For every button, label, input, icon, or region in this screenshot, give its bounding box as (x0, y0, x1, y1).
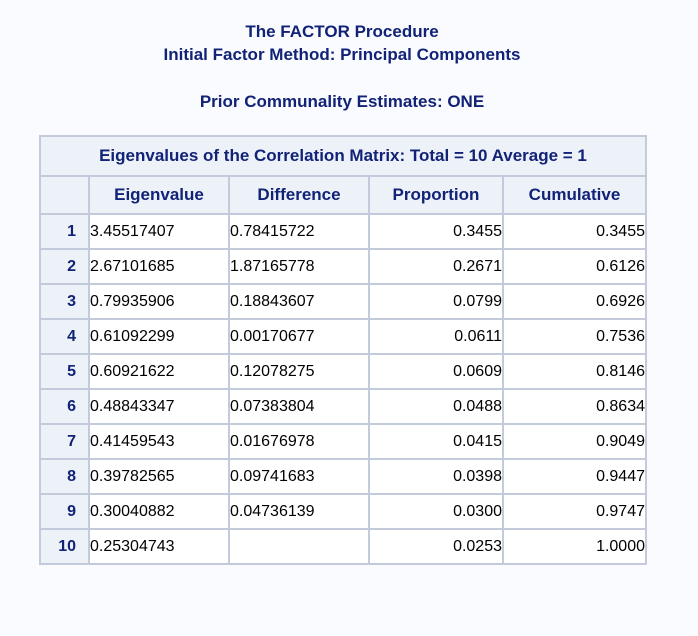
header-corner (39, 175, 90, 215)
row-number: 5 (39, 353, 90, 390)
difference-cell: 0.78415722 (228, 213, 370, 250)
difference-cell: 0.00170677 (228, 318, 370, 355)
difference-cell: 0.07383804 (228, 388, 370, 425)
header-eigenvalue: Eigenvalue (88, 175, 230, 215)
table-row: 10 0.25304743 0.0253 1.0000 (39, 528, 647, 565)
header-cumulative: Cumulative (502, 175, 647, 215)
table-row: 3 0.79935906 0.18843607 0.0799 0.6926 (39, 283, 647, 320)
cumulative-cell: 1.0000 (502, 528, 647, 565)
eigenvalue-cell: 0.79935906 (88, 283, 230, 320)
table-row: 6 0.48843347 0.07383804 0.0488 0.8634 (39, 388, 647, 425)
table-row: 4 0.61092299 0.00170677 0.0611 0.7536 (39, 318, 647, 355)
eigenvalue-cell: 0.25304743 (88, 528, 230, 565)
proportion-cell: 0.0488 (368, 388, 504, 425)
row-number: 10 (39, 528, 90, 565)
proportion-cell: 0.0253 (368, 528, 504, 565)
table-header-row: Eigenvalue Difference Proportion Cumulat… (39, 175, 647, 215)
cumulative-cell: 0.9049 (502, 423, 647, 460)
proportion-cell: 0.2671 (368, 248, 504, 285)
proportion-cell: 0.0300 (368, 493, 504, 530)
method-subtitle: Initial Factor Method: Principal Compone… (163, 45, 521, 64)
cumulative-cell: 0.8634 (502, 388, 647, 425)
eigenvalue-cell: 0.30040882 (88, 493, 230, 530)
table-row: 1 3.45517407 0.78415722 0.3455 0.3455 (39, 213, 647, 250)
procedure-titles: The FACTOR Procedure Initial Factor Meth… (0, 20, 684, 66)
proportion-cell: 0.0415 (368, 423, 504, 460)
row-number: 7 (39, 423, 90, 460)
row-number: 2 (39, 248, 90, 285)
proportion-cell: 0.0611 (368, 318, 504, 355)
table-body: 1 3.45517407 0.78415722 0.3455 0.3455 2 2.6710… (39, 213, 647, 565)
row-number: 1 (39, 213, 90, 250)
difference-cell (228, 528, 370, 565)
proportion-cell: 0.0609 (368, 353, 504, 390)
proportion-cell: 0.3455 (368, 213, 504, 250)
table-row: 5 0.60921622 0.12078275 0.0609 0.8146 (39, 353, 647, 390)
header-proportion: Proportion (368, 175, 504, 215)
eigenvalue-cell: 0.48843347 (88, 388, 230, 425)
eigenvalue-cell: 0.39782565 (88, 458, 230, 495)
difference-cell: 0.09741683 (228, 458, 370, 495)
procedure-title: The FACTOR Procedure (245, 22, 439, 41)
table-row: 9 0.30040882 0.04736139 0.0300 0.9747 (39, 493, 647, 530)
cumulative-cell: 0.6926 (502, 283, 647, 320)
difference-cell: 0.18843607 (228, 283, 370, 320)
difference-cell: 0.12078275 (228, 353, 370, 390)
table-row: 7 0.41459543 0.01676978 0.0415 0.9049 (39, 423, 647, 460)
eigenvalue-cell: 3.45517407 (88, 213, 230, 250)
table-row: 2 2.67101685 1.87165778 0.2671 0.6126 (39, 248, 647, 285)
eigenvalue-cell: 0.60921622 (88, 353, 230, 390)
table-row: 8 0.39782565 0.09741683 0.0398 0.9447 (39, 458, 647, 495)
proportion-cell: 0.0799 (368, 283, 504, 320)
table-caption-row: Eigenvalues of the Correlation Matrix: T… (39, 135, 647, 177)
difference-cell: 1.87165778 (228, 248, 370, 285)
row-number: 4 (39, 318, 90, 355)
cumulative-cell: 0.6126 (502, 248, 647, 285)
cumulative-cell: 0.9447 (502, 458, 647, 495)
eigenvalue-cell: 0.41459543 (88, 423, 230, 460)
row-number: 9 (39, 493, 90, 530)
header-difference: Difference (228, 175, 370, 215)
prior-communality-heading: Prior Communality Estimates: ONE (199, 92, 485, 111)
cumulative-cell: 0.8146 (502, 353, 647, 390)
eigenvalue-cell: 2.67101685 (88, 248, 230, 285)
difference-cell: 0.01676978 (228, 423, 370, 460)
eigenvalue-cell: 0.61092299 (88, 318, 230, 355)
cumulative-cell: 0.9747 (502, 493, 647, 530)
table-caption: Eigenvalues of the Correlation Matrix: T… (39, 135, 647, 177)
eigenvalues-table: Eigenvalues of the Correlation Matrix: T… (39, 135, 647, 565)
cumulative-cell: 0.3455 (502, 213, 647, 250)
row-number: 3 (39, 283, 90, 320)
proportion-cell: 0.0398 (368, 458, 504, 495)
difference-cell: 0.04736139 (228, 493, 370, 530)
cumulative-cell: 0.7536 (502, 318, 647, 355)
row-number: 8 (39, 458, 90, 495)
row-number: 6 (39, 388, 90, 425)
